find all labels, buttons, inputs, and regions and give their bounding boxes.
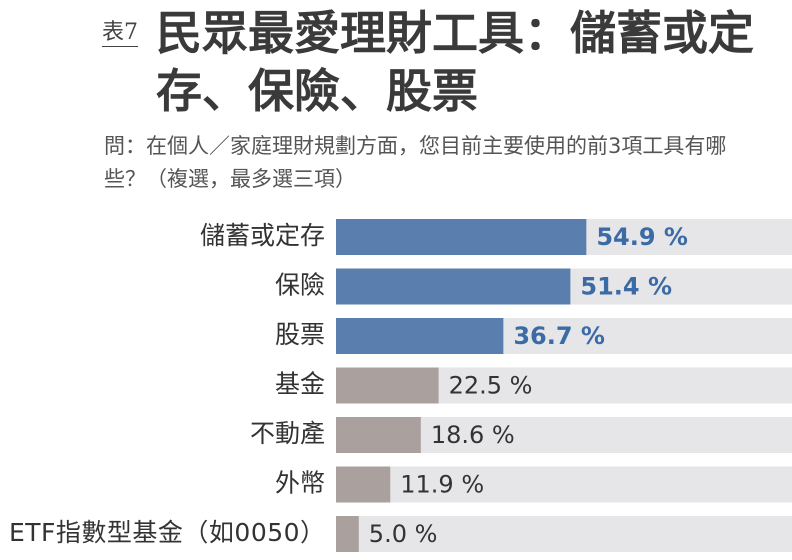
bar (336, 417, 421, 453)
bar (336, 318, 504, 354)
value-label: 18.6 % (431, 421, 515, 449)
value-label: 54.9 % (596, 223, 688, 251)
category-label: 不動產 (250, 419, 325, 448)
chart-title: 民眾最愛理財工具：儲蓄或定存、保險、股票 (156, 6, 754, 118)
table-label: 表7 (102, 14, 138, 47)
category-label: ETF指數型基金（如0050） (9, 518, 325, 547)
bar-track (336, 516, 792, 552)
category-label: 基金 (275, 370, 325, 399)
category-label: 外幣 (275, 469, 325, 498)
category-label: 股票 (275, 320, 325, 349)
value-label: 51.4 % (580, 273, 672, 301)
value-label: 11.9 % (400, 471, 484, 499)
bar (336, 516, 359, 552)
bar (336, 466, 391, 503)
bar (336, 268, 571, 305)
value-label: 36.7 % (513, 322, 605, 350)
chart-subtitle: 問：在個人／家庭理財規劃方面，您目前主要使用的前3項工具有哪些？（複選，最多選三… (104, 134, 727, 191)
value-label: 5.0 % (369, 520, 438, 548)
category-label: 儲蓄或定存 (200, 221, 325, 250)
category-label: 保險 (275, 271, 325, 300)
bar (336, 367, 439, 404)
bar (336, 219, 587, 255)
value-label: 22.5 % (449, 372, 533, 400)
bar-track (336, 466, 792, 503)
